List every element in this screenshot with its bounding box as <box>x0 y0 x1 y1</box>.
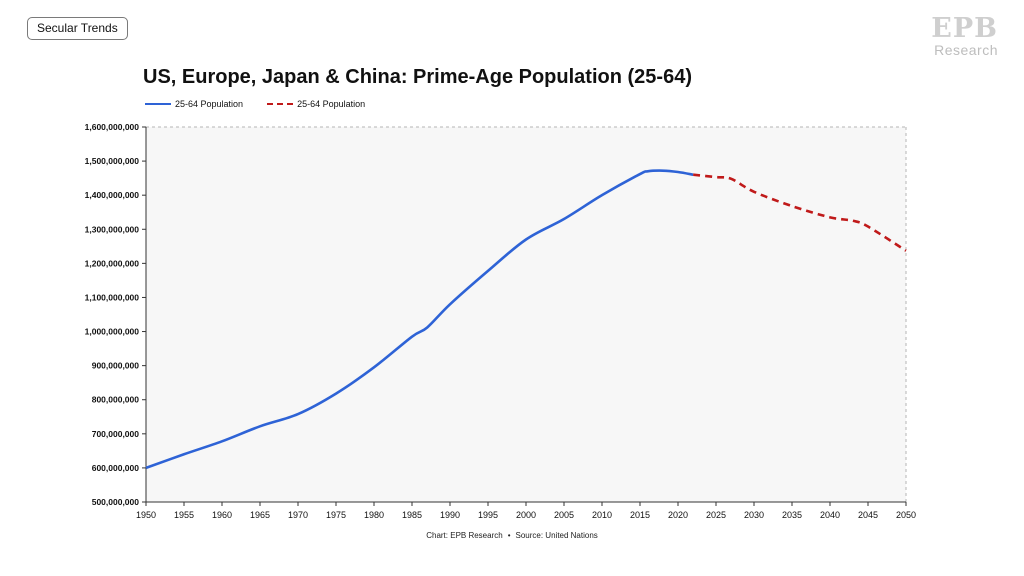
y-tick-label: 1,100,000,000 <box>85 292 140 302</box>
x-tick-label: 1980 <box>364 510 384 520</box>
x-tick-label: 1990 <box>440 510 460 520</box>
x-tick-label: 1960 <box>212 510 232 520</box>
legend-swatch-dashed <box>267 103 294 105</box>
legend-swatch-solid <box>145 103 171 105</box>
x-tick-label: 1955 <box>174 510 194 520</box>
x-tick-label: 2020 <box>668 510 688 520</box>
x-tick-label: 1995 <box>478 510 498 520</box>
y-tick-label: 700,000,000 <box>92 429 140 439</box>
x-tick-label: 2005 <box>554 510 574 520</box>
chart-caption: Chart: EPB Research • Source: United Natio… <box>0 531 1024 540</box>
x-tick-label: 1970 <box>288 510 308 520</box>
y-tick-label: 1,600,000,000 <box>85 122 140 132</box>
legend-item-historical: 25-64 Population <box>145 99 243 109</box>
x-tick-label: 2025 <box>706 510 726 520</box>
legend-label-projection: 25-64 Population <box>297 99 366 109</box>
y-tick-label: 600,000,000 <box>92 463 140 473</box>
legend-item-projection: 25-64 Population <box>267 99 365 109</box>
x-tick-label: 2030 <box>744 510 764 520</box>
series-line-historical <box>145 169 694 470</box>
x-tick-label: 1950 <box>136 510 156 520</box>
x-tick-label: 2010 <box>592 510 612 520</box>
logo-subtitle: Research <box>934 42 998 58</box>
caption-chart-credit: Chart: EPB Research <box>426 531 503 540</box>
y-tick-label: 900,000,000 <box>92 361 140 371</box>
chart-title: US, Europe, Japan & China: Prime-Age Pop… <box>143 66 692 88</box>
tag-label: Secular Trends <box>37 21 118 35</box>
x-tick-label: 1975 <box>326 510 346 520</box>
y-tick-label: 500,000,000 <box>92 497 140 507</box>
x-tick-label: 1965 <box>250 510 270 520</box>
x-tick-label: 1985 <box>402 510 422 520</box>
y-tick-label: 1,200,000,000 <box>85 258 140 268</box>
logo-mark: EPB <box>931 13 998 44</box>
series-line-projection <box>693 173 907 252</box>
plot-area <box>146 127 906 502</box>
y-tick-label: 800,000,000 <box>92 395 140 405</box>
legend-label-historical: 25-64 Population <box>175 99 244 109</box>
x-tick-label: 2050 <box>896 510 916 520</box>
x-tick-label: 2045 <box>858 510 878 520</box>
caption-separator: • <box>507 531 511 540</box>
x-tick-label: 2040 <box>820 510 840 520</box>
y-tick-label: 1,300,000,000 <box>85 224 140 234</box>
y-tick-label: 1,000,000,000 <box>85 327 140 337</box>
secular-trends-tag: Secular Trends <box>27 17 128 40</box>
x-tick-label: 2035 <box>782 510 802 520</box>
epb-research-logo: EPB Research <box>924 13 998 58</box>
chart-legend: 25-64 Population 25-64 Population <box>145 99 365 109</box>
x-tick-label: 2000 <box>516 510 536 520</box>
y-tick-label: 1,400,000,000 <box>85 190 140 200</box>
x-tick-label: 2015 <box>630 510 650 520</box>
caption-source: Source: United Nations <box>515 531 598 540</box>
y-tick-label: 1,500,000,000 <box>85 156 140 166</box>
